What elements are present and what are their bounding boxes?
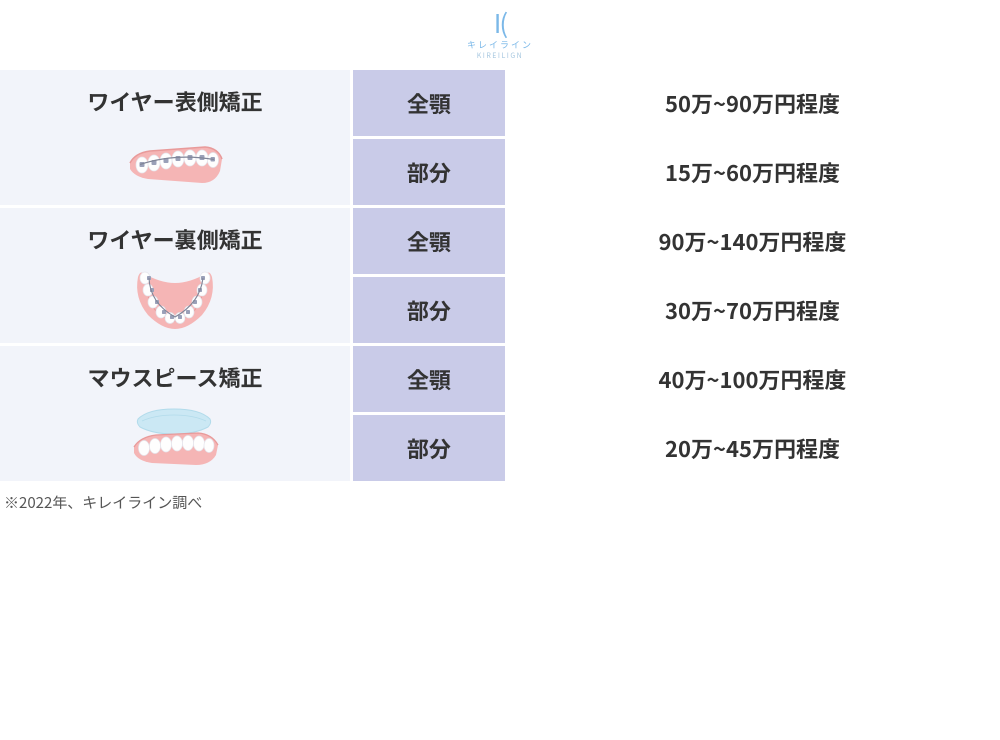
rows-column: 全顎 90万~140万円程度 部分 30万~70万円程度 [350,208,1000,346]
table-row: 部分 15万~60万円程度 [350,139,1000,208]
rows-column: 全顎 40万~100万円程度 部分 20万~45万円程度 [350,346,1000,484]
table-row: 部分 20万~45万円程度 [350,415,1000,484]
method-cell: ワイヤー裏側矯正 [0,208,350,346]
brand-logo-mark: I( [494,10,506,36]
table-section: ワイヤー裏側矯正 [0,208,1000,346]
table-row: 全顎 50万~90万円程度 [350,70,1000,139]
price-cell: 20万~45万円程度 [505,415,1000,484]
table-section: マウスピース矯正 全顎 40万~100万円程度 [0,346,1000,484]
table-row: 全顎 40万~100万円程度 [350,346,1000,415]
method-title: マウスピース矯正 [88,361,263,393]
table-row: 部分 30万~70万円程度 [350,277,1000,346]
front-wire-braces-icon [120,125,230,195]
scope-cell: 部分 [350,139,505,208]
price-cell: 90万~140万円程度 [505,208,1000,277]
price-cell: 50万~90万円程度 [505,70,1000,139]
price-cell: 40万~100万円程度 [505,346,1000,415]
brand-name-jp: キレイライン [467,38,533,51]
price-table: ワイヤー表側矯正 全 [0,70,1000,484]
scope-cell: 全顎 [350,70,505,139]
footnote: ※2022年、キレイライン調べ [0,484,1000,513]
method-title: ワイヤー表側矯正 [87,85,262,117]
brand-name-en: KIREILIGN [477,51,523,61]
scope-cell: 全顎 [350,346,505,415]
mouthpiece-aligner-icon [120,401,230,471]
table-row: 全顎 90万~140万円程度 [350,208,1000,277]
price-cell: 30万~70万円程度 [505,277,1000,346]
price-cell: 15万~60万円程度 [505,139,1000,208]
rows-column: 全顎 50万~90万円程度 部分 15万~60万円程度 [350,70,1000,208]
method-title: ワイヤー裏側矯正 [87,223,262,255]
method-cell: マウスピース矯正 [0,346,350,484]
back-wire-braces-icon [120,263,230,333]
brand-header: I( キレイライン KIREILIGN [0,0,1000,70]
scope-cell: 全顎 [350,208,505,277]
method-cell: ワイヤー表側矯正 [0,70,350,208]
scope-cell: 部分 [350,277,505,346]
table-section: ワイヤー表側矯正 全 [0,70,1000,208]
scope-cell: 部分 [350,415,505,484]
